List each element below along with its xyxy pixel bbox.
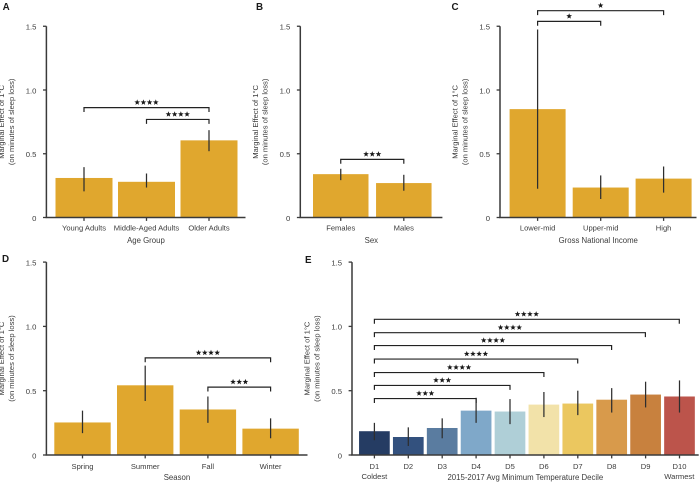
svg-text:D6: D6 xyxy=(539,462,549,471)
svg-text:(on minutes of sleep loss): (on minutes of sleep loss) xyxy=(312,315,321,402)
svg-text:1.5: 1.5 xyxy=(280,23,291,32)
svg-text:Males: Males xyxy=(394,223,414,232)
svg-text:Age Group: Age Group xyxy=(127,236,165,245)
svg-text:D10: D10 xyxy=(673,462,687,471)
svg-text:0.5: 0.5 xyxy=(26,387,37,396)
svg-text:1.5: 1.5 xyxy=(479,23,490,32)
svg-text:1.5: 1.5 xyxy=(26,258,37,267)
svg-text:Marginal Effect of 1°C: Marginal Effect of 1°C xyxy=(0,84,6,158)
svg-text:D3: D3 xyxy=(437,462,447,471)
svg-text:Coldest: Coldest xyxy=(362,472,389,481)
svg-text:1.5: 1.5 xyxy=(26,23,37,32)
svg-text:0.5: 0.5 xyxy=(331,387,342,396)
svg-text:Winter: Winter xyxy=(260,462,282,471)
svg-text:D4: D4 xyxy=(471,462,481,471)
svg-text:1.0: 1.0 xyxy=(26,323,37,332)
svg-text:A: A xyxy=(3,2,10,13)
svg-text:0.5: 0.5 xyxy=(26,150,37,159)
svg-text:2015-2017 Avg Minimum Temperat: 2015-2017 Avg Minimum Temperature Decile xyxy=(447,473,603,482)
svg-text:Middle-Aged Adults: Middle-Aged Adults xyxy=(114,223,180,232)
svg-text:D5: D5 xyxy=(505,462,515,471)
svg-text:Warmest: Warmest xyxy=(664,472,695,481)
svg-text:D: D xyxy=(2,254,9,265)
svg-text:Females: Females xyxy=(326,223,355,232)
svg-text:(on minutes of sleep loss): (on minutes of sleep loss) xyxy=(460,78,469,165)
svg-text:0.5: 0.5 xyxy=(280,150,291,159)
svg-text:Marginal Effect of 1°C: Marginal Effect of 1°C xyxy=(303,321,312,395)
svg-text:0: 0 xyxy=(32,214,36,223)
svg-text:High: High xyxy=(656,223,672,232)
svg-text:Spring: Spring xyxy=(72,462,94,471)
svg-text:Lower-mid: Lower-mid xyxy=(520,223,555,232)
svg-text:D2: D2 xyxy=(403,462,413,471)
svg-text:Marginal Effect of 1°C: Marginal Effect of 1°C xyxy=(251,84,260,158)
svg-text:0: 0 xyxy=(486,214,490,223)
svg-text:0.5: 0.5 xyxy=(479,150,490,159)
svg-text:1.0: 1.0 xyxy=(331,323,342,332)
svg-text:Summer: Summer xyxy=(131,462,160,471)
svg-text:(on minutes of sleep loss): (on minutes of sleep loss) xyxy=(7,78,16,165)
svg-text:E: E xyxy=(305,255,312,266)
svg-text:1.5: 1.5 xyxy=(331,258,342,267)
svg-text:0: 0 xyxy=(338,451,342,460)
svg-text:Marginal Effect of 1°C: Marginal Effect of 1°C xyxy=(0,321,6,395)
svg-text:Marginal Effect of 1°C: Marginal Effect of 1°C xyxy=(451,84,460,158)
svg-text:Upper-mid: Upper-mid xyxy=(583,223,618,232)
svg-text:1.0: 1.0 xyxy=(26,86,37,95)
svg-text:Older Adults: Older Adults xyxy=(188,223,230,232)
svg-text:Sex: Sex xyxy=(365,236,379,245)
svg-text:(on minutes of sleep loss): (on minutes of sleep loss) xyxy=(261,78,270,165)
svg-text:0: 0 xyxy=(32,451,36,460)
svg-text:C: C xyxy=(452,2,459,13)
svg-text:D9: D9 xyxy=(641,462,651,471)
svg-text:Gross National Income: Gross National Income xyxy=(559,236,638,245)
svg-text:D7: D7 xyxy=(573,462,583,471)
svg-text:Fall: Fall xyxy=(202,462,215,471)
svg-text:1.0: 1.0 xyxy=(479,86,490,95)
svg-text:(on minutes of sleep loss): (on minutes of sleep loss) xyxy=(7,315,16,402)
svg-text:Season: Season xyxy=(164,473,190,482)
svg-text:B: B xyxy=(256,2,263,13)
svg-text:0: 0 xyxy=(286,214,290,223)
svg-text:Young Adults: Young Adults xyxy=(62,223,106,232)
svg-text:D1: D1 xyxy=(370,462,380,471)
svg-text:1.0: 1.0 xyxy=(280,86,291,95)
svg-text:D8: D8 xyxy=(607,462,617,471)
